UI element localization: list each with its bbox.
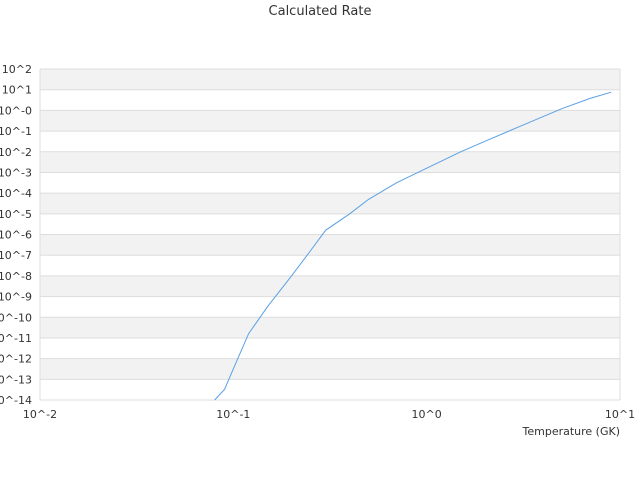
x-tick-label: 10^1 bbox=[605, 408, 635, 421]
x-tick-label: 10^-2 bbox=[23, 408, 57, 421]
x-axis-label: Temperature (GK) bbox=[522, 425, 621, 438]
y-tick-label: 10^-0 bbox=[0, 104, 32, 117]
y-tick-label: 10^-7 bbox=[0, 249, 32, 262]
y-tick-label: 10^-9 bbox=[0, 291, 32, 304]
chart-title: Calculated Rate bbox=[268, 4, 372, 19]
x-tick-label: 10^0 bbox=[412, 408, 442, 421]
y-tick-label: 10^-11 bbox=[0, 332, 32, 345]
grid-band bbox=[40, 275, 620, 297]
grid-band bbox=[40, 151, 620, 173]
grid-band bbox=[40, 317, 620, 338]
y-tick-label: 10^-4 bbox=[0, 187, 32, 200]
series-line bbox=[214, 91, 612, 401]
grid-band bbox=[40, 193, 620, 214]
x-tick-label: 10^-1 bbox=[216, 408, 250, 421]
y-tick-label: 10^-10 bbox=[0, 311, 32, 324]
grid-band bbox=[40, 69, 620, 90]
grid-band bbox=[40, 234, 620, 256]
y-tick-label: 10^-1 bbox=[0, 125, 32, 138]
y-tick-label: 10^2 bbox=[2, 63, 32, 76]
grid-band bbox=[40, 110, 620, 132]
y-tick-label: 10^-8 bbox=[0, 270, 32, 283]
y-tick-label: 10^-12 bbox=[0, 353, 32, 366]
grid-band bbox=[40, 358, 620, 380]
y-tick-label: 10^-14 bbox=[0, 394, 32, 407]
y-tick-label: 10^1 bbox=[2, 84, 32, 97]
y-tick-label: 10^-5 bbox=[0, 208, 32, 221]
y-tick-label: 10^-3 bbox=[0, 166, 32, 179]
y-tick-label: 10^-2 bbox=[0, 146, 32, 159]
y-tick-label: 10^-6 bbox=[0, 229, 32, 242]
y-tick-label: 10^-13 bbox=[0, 373, 32, 386]
